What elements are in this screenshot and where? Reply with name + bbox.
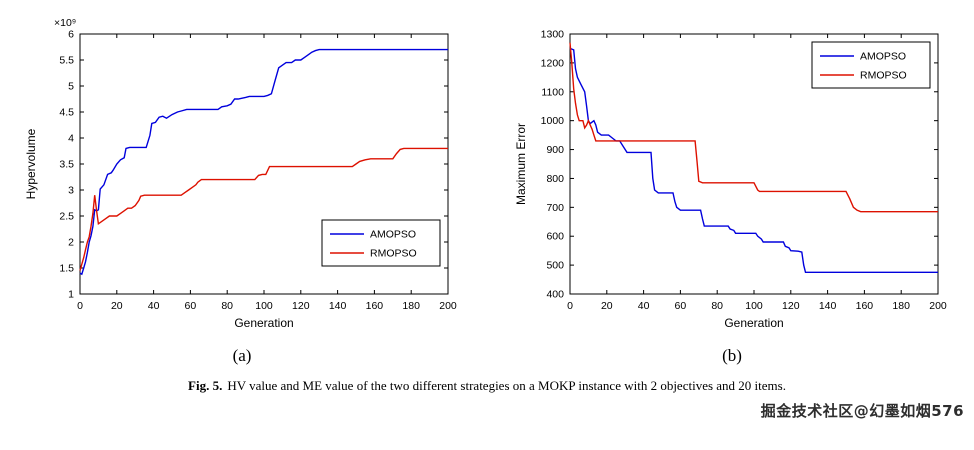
x-axis-label: Generation bbox=[724, 316, 783, 330]
maximum-error-chart: 0 20 40 60 80 100 120 140 160 180 200 400 500 600 700 8… bbox=[512, 10, 952, 340]
x-tick-label: 60 bbox=[185, 300, 197, 312]
amopso-line bbox=[79, 48, 448, 276]
x-tick-label: 140 bbox=[819, 300, 837, 312]
x-tick-label: 80 bbox=[221, 300, 233, 312]
y-tick-label: 1000 bbox=[541, 115, 565, 127]
x-tick-label: 100 bbox=[745, 300, 763, 312]
y-tick-label: 5.5 bbox=[59, 55, 74, 67]
subfigure-label-b: (b) bbox=[722, 346, 742, 365]
legend-box bbox=[321, 219, 441, 267]
x-tick-label: 0 bbox=[77, 300, 83, 312]
legend-label-rmopso: RMOPSO bbox=[860, 70, 907, 82]
legend-label-amopso: AMOPSO bbox=[860, 51, 906, 63]
x-tick-label: 40 bbox=[148, 300, 160, 312]
y-scale-label: ×10⁹ bbox=[54, 17, 76, 29]
x-tick-label: 180 bbox=[402, 300, 420, 312]
x-tick-label: 140 bbox=[329, 300, 347, 312]
rmopso-line bbox=[569, 42, 938, 213]
x-tick-label: 200 bbox=[439, 300, 457, 312]
figure-caption: Fig. 5. HV value and ME value of the two … bbox=[0, 378, 974, 394]
x-tick-label: 180 bbox=[892, 300, 910, 312]
legend-label-amopso: AMOPSO bbox=[370, 229, 416, 241]
charts-row: 0 20 40 60 80 100 120 140 160 180 200 1 1.5 2 2.5 3 3.5 4… bbox=[22, 10, 952, 366]
y-tick-label: 1300 bbox=[541, 29, 565, 41]
x-tick-label: 100 bbox=[255, 300, 273, 312]
y-tick-label: 1 bbox=[68, 289, 74, 301]
y-tick-label: 4.5 bbox=[59, 107, 74, 119]
y-tick-label: 4 bbox=[68, 133, 74, 145]
y-tick-label: 3 bbox=[68, 185, 74, 197]
hypervolume-chart: 0 20 40 60 80 100 120 140 160 180 200 1 1.5 2 2.5 3 3.5 4… bbox=[22, 10, 462, 340]
chart-b-block: 0 20 40 60 80 100 120 140 160 180 200 400 500 600 700 8… bbox=[512, 10, 952, 366]
chart-svg: 0 20 40 60 80 100 120 140 160 180 200 400 500 600 700 8… bbox=[514, 29, 947, 331]
y-axis-label: Maximum Error bbox=[514, 123, 528, 205]
y-tick-label: 5 bbox=[68, 81, 74, 93]
x-tick-label: 160 bbox=[856, 300, 874, 312]
y-tick-label: 900 bbox=[546, 144, 564, 156]
caption-prefix: Fig. 5. bbox=[188, 378, 223, 393]
x-tick-label: 20 bbox=[111, 300, 123, 312]
subfigure-label-a: (a) bbox=[232, 346, 252, 365]
x-tick-label: 200 bbox=[929, 300, 947, 312]
x-tick-label: 20 bbox=[601, 300, 613, 312]
y-tick-label: 6 bbox=[68, 29, 74, 41]
y-tick-label: 500 bbox=[546, 260, 564, 272]
y-tick-label: 800 bbox=[546, 173, 564, 185]
x-tick-label: 120 bbox=[292, 300, 310, 312]
rmopso-line bbox=[79, 147, 448, 271]
x-tick-label: 60 bbox=[675, 300, 687, 312]
watermark: 掘金技术社区@幻墨如烟576 bbox=[760, 402, 964, 420]
x-axis-label: Generation bbox=[234, 316, 293, 330]
x-tick-label: 0 bbox=[567, 300, 573, 312]
x-tick-label: 80 bbox=[711, 300, 723, 312]
legend-label-rmopso: RMOPSO bbox=[370, 248, 417, 260]
x-tick-label: 120 bbox=[782, 300, 800, 312]
y-tick-label: 600 bbox=[546, 231, 564, 243]
y-tick-label: 1.5 bbox=[59, 263, 74, 275]
chart-svg: 0 20 40 60 80 100 120 140 160 180 200 1 1.5 2 2.5 3 3.5 4… bbox=[24, 17, 457, 330]
y-tick-label: 1100 bbox=[541, 86, 564, 98]
y-tick-label: 3.5 bbox=[59, 159, 74, 171]
chart-a-block: 0 20 40 60 80 100 120 140 160 180 200 1 1.5 2 2.5 3 3.5 4… bbox=[22, 10, 462, 366]
y-tick-label: 700 bbox=[546, 202, 564, 214]
y-tick-label: 2 bbox=[68, 237, 74, 249]
y-tick-label: 2.5 bbox=[59, 211, 74, 223]
y-axis-label: Hypervolume bbox=[24, 128, 38, 199]
y-tick-label: 1200 bbox=[541, 57, 565, 69]
legend-box bbox=[811, 41, 931, 89]
y-tick-label: 400 bbox=[546, 289, 564, 301]
caption-text: HV value and ME value of the two differe… bbox=[227, 378, 786, 393]
x-tick-label: 160 bbox=[366, 300, 384, 312]
x-tick-label: 40 bbox=[638, 300, 650, 312]
